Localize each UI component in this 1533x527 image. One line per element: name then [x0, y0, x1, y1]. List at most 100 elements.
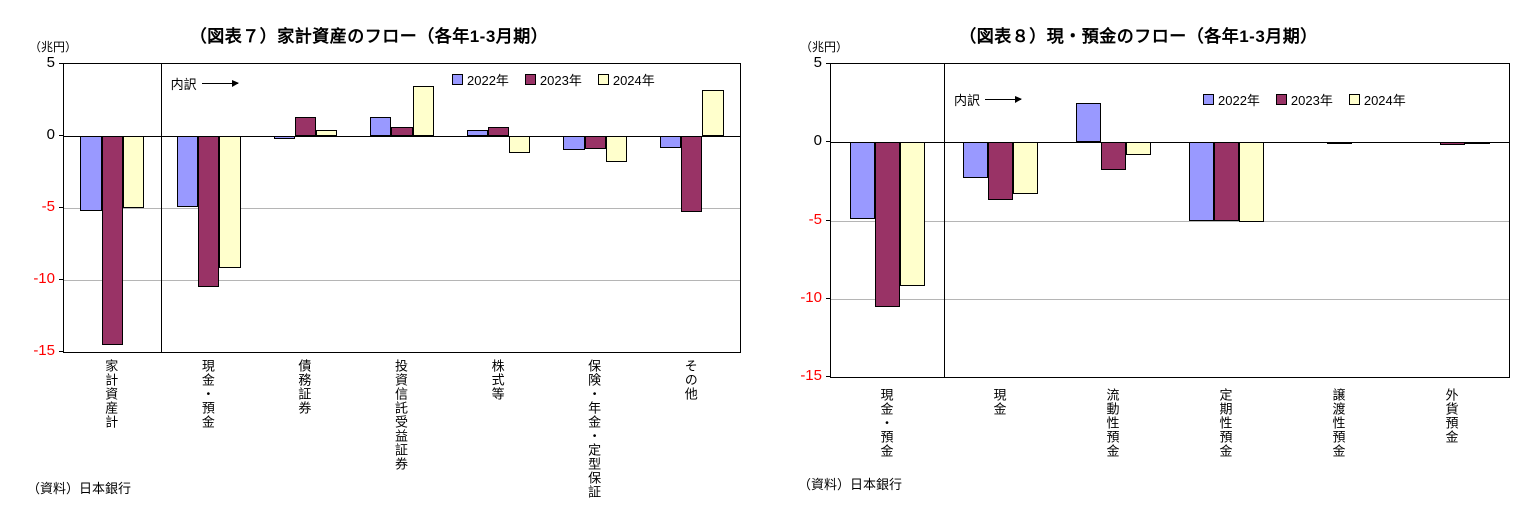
- bar: [1214, 142, 1239, 221]
- category-label: 譲渡性預金: [1330, 388, 1346, 458]
- bar: [702, 89, 724, 136]
- y-axis-tick: [59, 207, 63, 208]
- category-label: 株式等: [489, 359, 505, 401]
- bar: [988, 142, 1013, 201]
- legend-label: 2024年: [1363, 93, 1406, 108]
- y-axis-tick: [826, 63, 830, 64]
- y-tick-label: 5: [46, 54, 55, 71]
- plot-area: 2022年 2023年 2024年 内訳: [63, 63, 741, 353]
- bar: [122, 136, 145, 208]
- source-note: （資料）日本銀行: [798, 477, 903, 492]
- bar: [1101, 142, 1126, 171]
- category-label: 家計資産計: [103, 359, 119, 429]
- bar: [294, 117, 317, 136]
- bar: [509, 136, 531, 154]
- bar: [875, 142, 900, 307]
- y-tick-label: -15: [33, 342, 55, 359]
- category-label: 保険・年金・定型保証: [586, 359, 602, 499]
- bar: [176, 136, 199, 207]
- y-axis-tick: [826, 297, 830, 299]
- y-axis-tick: [826, 219, 830, 221]
- bar: [1238, 142, 1264, 223]
- breakdown-label: 内訳: [954, 90, 1023, 109]
- y-tick-label: 5: [813, 54, 822, 71]
- source-note: （資料）日本銀行: [27, 481, 132, 496]
- bar: [963, 142, 989, 179]
- category-label: 現金: [991, 388, 1007, 416]
- category-label: 定期性預金: [1217, 388, 1233, 458]
- y-axis-tick: [59, 279, 63, 280]
- bar: [273, 136, 295, 139]
- y-tick-label: 0: [813, 132, 822, 150]
- bar: [412, 85, 434, 136]
- legend-item: 2022年: [1203, 90, 1260, 109]
- gridline: [831, 298, 1509, 300]
- y-tick-label: -10: [33, 270, 55, 287]
- y-axis-tick: [826, 376, 830, 377]
- legend-label: 2022年: [1218, 93, 1260, 108]
- gridline: [64, 280, 740, 281]
- bar: [370, 117, 392, 136]
- bar: [899, 142, 925, 287]
- bar: [1012, 142, 1038, 194]
- y-tick-label: -5: [41, 198, 55, 215]
- bar: [1125, 142, 1151, 155]
- category-label: その他: [682, 359, 698, 401]
- category-label: 現金・預金: [199, 359, 215, 429]
- bar: [850, 142, 876, 219]
- legend: 2022年 2023年 2024年: [1203, 90, 1406, 109]
- bar: [1440, 142, 1465, 146]
- bar: [1076, 103, 1102, 143]
- bar: [1327, 142, 1352, 145]
- bar: [487, 127, 510, 136]
- chart-title: （図表８）現・預金のフロー（各年1-3月期）: [959, 27, 1318, 46]
- bar: [80, 136, 102, 211]
- category-label: 投資信託受益証券: [393, 359, 408, 471]
- axis-unit-label: （兆円）: [800, 40, 849, 54]
- legend-item: 2023年: [524, 70, 582, 89]
- breakdown-label-text: 内訳: [954, 93, 981, 108]
- bar: [659, 136, 682, 148]
- y-tick-label: -5: [808, 210, 822, 228]
- legend-item: 2022年: [452, 70, 509, 89]
- y-axis-tick: [59, 135, 63, 136]
- breakdown-separator-line: [944, 64, 945, 377]
- bar: [681, 136, 703, 213]
- legend-swatch: [597, 74, 609, 85]
- legend-label: 2023年: [539, 73, 582, 88]
- legend-label: 2023年: [1290, 93, 1333, 108]
- plot-area: 2022年 2023年 2024年 内訳: [830, 63, 1510, 378]
- right-arrow-icon: [201, 80, 239, 87]
- y-tick-label: 0: [46, 126, 55, 143]
- bar: [584, 136, 606, 149]
- legend-item: 2024年: [597, 70, 655, 89]
- bar: [1464, 142, 1490, 145]
- bar: [466, 130, 488, 136]
- y-tick-label: -15: [800, 367, 822, 384]
- breakdown-label-text: 内訳: [170, 77, 197, 92]
- category-label: 現金・預金: [878, 388, 894, 458]
- chart-title: （図表７）家計資産のフロー（各年1-3月期）: [189, 27, 549, 46]
- bar: [391, 127, 413, 136]
- axis-unit-label: （兆円）: [29, 40, 78, 54]
- legend-item: 2024年: [1348, 90, 1406, 109]
- legend-swatch: [524, 74, 536, 85]
- breakdown-separator-line: [160, 64, 162, 352]
- category-label: 外貨預金: [1443, 388, 1459, 444]
- bar: [1189, 142, 1215, 221]
- legend-swatch: [1348, 94, 1360, 105]
- category-label: 流動性預金: [1104, 388, 1120, 458]
- y-axis-tick: [59, 63, 63, 64]
- legend-label: 2022年: [467, 73, 509, 88]
- bar: [563, 136, 585, 151]
- bar: [198, 136, 220, 288]
- legend-label: 2024年: [612, 73, 655, 88]
- y-axis-tick: [826, 141, 830, 143]
- gridline: [831, 220, 1509, 222]
- legend-swatch: [1275, 94, 1287, 105]
- bar: [219, 136, 241, 269]
- right-arrow-icon: [985, 96, 1023, 103]
- bar: [316, 130, 338, 136]
- bar: [605, 136, 627, 162]
- y-tick-label: -10: [800, 288, 822, 306]
